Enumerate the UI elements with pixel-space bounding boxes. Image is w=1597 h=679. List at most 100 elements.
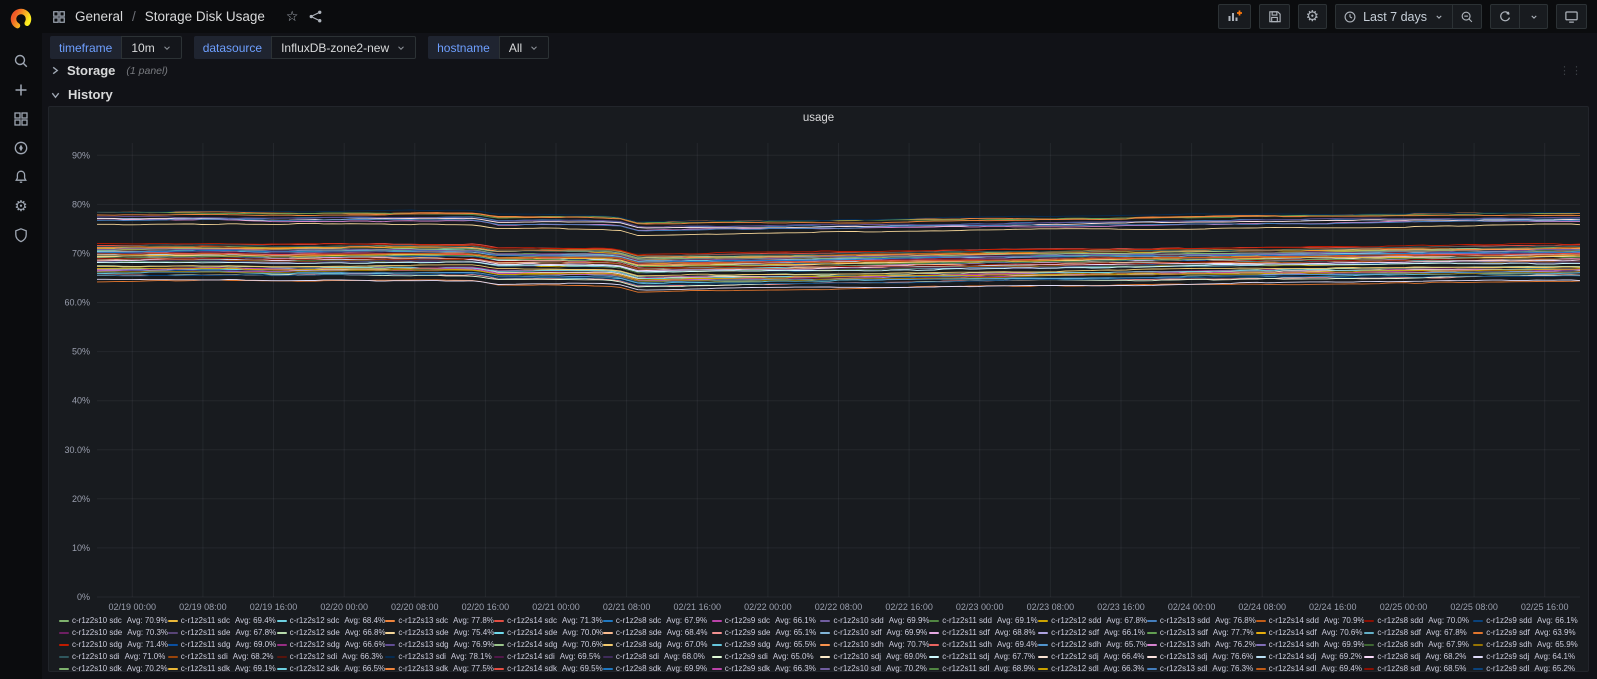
legend-item[interactable]: c-r1z2s12 sdj Avg: 66.4%	[1038, 652, 1147, 662]
legend-item[interactable]: c-r1z2s9 sdl Avg: 65.2%	[1473, 664, 1582, 674]
legend-item[interactable]: c-r1z2s10 sdg Avg: 71.4%	[59, 640, 168, 650]
legend-item[interactable]: c-r1z2s12 sdl Avg: 66.3%	[1038, 664, 1147, 674]
legend-item[interactable]: c-r1z2s10 sde Avg: 70.3%	[59, 628, 168, 638]
legend-item[interactable]: c-r1z2s8 sdk Avg: 69.9%	[602, 664, 712, 674]
legend-item[interactable]: c-r1z2s11 sdg Avg: 69.0%	[167, 640, 277, 650]
legend-item[interactable]: c-r1z2s13 sdg Avg: 76.9%	[385, 640, 494, 650]
legend-item[interactable]: c-r1z2s14 sdf Avg: 70.6%	[1255, 628, 1365, 638]
legend-item[interactable]: c-r1z2s14 sdk Avg: 69.5%	[494, 664, 603, 674]
legend-item[interactable]: c-r1z2s12 sdi Avg: 66.3%	[276, 652, 386, 662]
legend-item[interactable]: c-r1z2s8 sdc Avg: 67.9%	[602, 616, 712, 626]
legend-item[interactable]: c-r1z2s11 sdh Avg: 69.4%	[929, 640, 1038, 650]
legend-item[interactable]: c-r1z2s12 sdc Avg: 68.4%	[276, 616, 386, 626]
legend-series-color	[602, 667, 613, 671]
legend-item[interactable]: c-r1z2s8 sdd Avg: 70.0%	[1364, 616, 1473, 626]
legend-item[interactable]: c-r1z2s10 sdc Avg: 70.9%	[59, 616, 168, 626]
legend-item[interactable]: c-r1z2s9 sdg Avg: 65.5%	[711, 640, 821, 650]
legend-item[interactable]: c-r1z2s14 sdg Avg: 70.6%	[494, 640, 603, 650]
save-dashboard-button[interactable]	[1258, 4, 1290, 29]
refresh-interval-caret[interactable]	[1520, 4, 1548, 29]
legend-item[interactable]: c-r1z2s12 sdf Avg: 66.1%	[1038, 628, 1147, 638]
configuration-gear-icon[interactable]: ⚙	[14, 196, 28, 215]
legend-item[interactable]: c-r1z2s8 sdf Avg: 67.8%	[1364, 628, 1473, 638]
legend-item[interactable]: c-r1z2s11 sdc Avg: 69.4%	[167, 616, 277, 626]
share-icon[interactable]	[308, 9, 323, 24]
legend-item[interactable]: c-r1z2s13 sdc Avg: 77.8%	[385, 616, 494, 626]
variable-hostname-value[interactable]: All	[498, 36, 550, 59]
legend-item[interactable]: c-r1z2s9 sdk Avg: 66.3%	[711, 664, 821, 674]
legend-item[interactable]: c-r1z2s10 sdf Avg: 69.9%	[820, 628, 929, 638]
legend-item[interactable]: c-r1z2s10 sdk Avg: 70.2%	[59, 664, 168, 674]
legend-item[interactable]: c-r1z2s12 sde Avg: 66.8%	[276, 628, 385, 638]
zoom-out-button[interactable]	[1453, 4, 1482, 29]
legend-item[interactable]: c-r1z2s10 sdi Avg: 71.0%	[59, 652, 168, 662]
dashboards-icon[interactable]	[8, 108, 34, 130]
legend-item[interactable]: c-r1z2s9 sde Avg: 65.1%	[711, 628, 821, 638]
legend-series-avg: Avg: 70.0%	[562, 628, 603, 637]
legend-item[interactable]: c-r1z2s9 sdh Avg: 65.9%	[1473, 640, 1582, 650]
legend-item[interactable]: c-r1z2s9 sdd Avg: 66.1%	[1473, 616, 1582, 626]
legend-item[interactable]: c-r1z2s10 sdj Avg: 69.0%	[820, 652, 929, 662]
legend-item[interactable]: c-r1z2s14 sdh Avg: 69.9%	[1255, 640, 1364, 650]
legend-item[interactable]: c-r1z2s11 sdi Avg: 68.2%	[167, 652, 277, 662]
legend-item[interactable]: c-r1z2s13 sdk Avg: 77.5%	[385, 664, 494, 674]
row-drag-handle-icon[interactable]: ⋮⋮	[1559, 64, 1583, 77]
legend-item[interactable]: c-r1z2s9 sdf Avg: 63.9%	[1473, 628, 1582, 638]
grafana-logo[interactable]	[0, 0, 42, 38]
legend-item[interactable]: c-r1z2s14 sdj Avg: 69.2%	[1255, 652, 1365, 662]
cycle-view-mode-button[interactable]	[1556, 4, 1587, 29]
legend-item[interactable]: c-r1z2s13 sdh Avg: 76.2%	[1146, 640, 1256, 650]
legend-item[interactable]: c-r1z2s10 sdh Avg: 70.7%	[820, 640, 929, 650]
legend-item[interactable]: c-r1z2s14 sdc Avg: 71.3%	[494, 616, 603, 626]
row-storage[interactable]: Storage (1 panel)	[50, 63, 168, 78]
legend-item[interactable]: c-r1z2s13 sdj Avg: 76.6%	[1146, 652, 1256, 662]
legend-item[interactable]: c-r1z2s10 sdl Avg: 70.2%	[820, 664, 929, 674]
legend-item[interactable]: c-r1z2s8 sdj Avg: 68.2%	[1364, 652, 1473, 662]
add-panel-button[interactable]	[1217, 4, 1251, 29]
usage-chart[interactable]: 90% 80% 70% 60.0% 50% 40% 30.0% 20% 10% 0% 02/19 0…	[49, 129, 1588, 615]
legend-item[interactable]: c-r1z2s12 sdk Avg: 66.5%	[276, 664, 386, 674]
star-icon[interactable]: ☆	[285, 8, 299, 25]
legend-item[interactable]: c-r1z2s8 sdl Avg: 68.5%	[1364, 664, 1473, 674]
dashboard-settings-button[interactable]: ⚙	[1297, 4, 1328, 29]
server-admin-shield-icon[interactable]	[8, 224, 34, 246]
legend-item[interactable]: c-r1z2s9 sdj Avg: 64.1%	[1473, 652, 1582, 662]
legend-item[interactable]: c-r1z2s11 sdk Avg: 69.1%	[167, 664, 277, 674]
explore-compass-icon[interactable]	[8, 137, 34, 159]
legend-item[interactable]: c-r1z2s8 sdi Avg: 68.0%	[602, 652, 712, 662]
legend-item[interactable]: c-r1z2s13 sdl Avg: 76.3%	[1146, 664, 1256, 674]
legend-item[interactable]: c-r1z2s10 sdd Avg: 69.9%	[820, 616, 929, 626]
legend-item[interactable]: c-r1z2s11 sdf Avg: 68.8%	[929, 628, 1038, 638]
legend-item[interactable]: c-r1z2s13 sde Avg: 75.4%	[385, 628, 494, 638]
time-range-picker[interactable]: Last 7 days	[1335, 4, 1453, 29]
legend-item[interactable]: c-r1z2s8 sdh Avg: 67.9%	[1364, 640, 1473, 650]
legend-item[interactable]: c-r1z2s12 sdh Avg: 65.7%	[1038, 640, 1147, 650]
legend-item[interactable]: c-r1z2s12 sdd Avg: 67.8%	[1038, 616, 1147, 626]
legend-item[interactable]: c-r1z2s11 sdl Avg: 68.9%	[929, 664, 1038, 674]
legend-item[interactable]: c-r1z2s14 sdd Avg: 70.9%	[1255, 616, 1364, 626]
refresh-button[interactable]	[1490, 4, 1520, 29]
row-history[interactable]: History	[50, 87, 113, 102]
alerting-bell-icon[interactable]	[8, 166, 34, 188]
legend-item[interactable]: c-r1z2s14 sde Avg: 70.0%	[494, 628, 603, 638]
legend-item[interactable]: c-r1z2s11 sdj Avg: 67.7%	[929, 652, 1038, 662]
legend-item[interactable]: c-r1z2s13 sdd Avg: 76.8%	[1146, 616, 1256, 626]
legend-item[interactable]: c-r1z2s13 sdf Avg: 77.7%	[1146, 628, 1256, 638]
add-icon[interactable]	[8, 79, 34, 101]
legend-item[interactable]: c-r1z2s12 sdg Avg: 66.6%	[276, 640, 385, 650]
variable-datasource-value[interactable]: InfluxDB-zone2-new	[271, 36, 417, 59]
legend-item[interactable]: c-r1z2s14 sdi Avg: 69.5%	[494, 652, 603, 662]
panel-title[interactable]: usage	[802, 112, 835, 124]
legend-item[interactable]: c-r1z2s8 sdg Avg: 67.0%	[602, 640, 712, 650]
legend-item[interactable]: c-r1z2s14 sdl Avg: 69.4%	[1255, 664, 1365, 674]
variable-timeframe-value[interactable]: 10m	[121, 36, 182, 59]
search-icon[interactable]	[8, 50, 34, 72]
legend-item[interactable]: c-r1z2s9 sdc Avg: 66.1%	[711, 616, 821, 626]
breadcrumb-folder[interactable]: General	[75, 9, 124, 24]
legend-item[interactable]: c-r1z2s11 sdd Avg: 69.1%	[929, 616, 1038, 626]
breadcrumb-dashboard-title[interactable]: Storage Disk Usage	[144, 9, 265, 24]
legend-item[interactable]: c-r1z2s9 sdi Avg: 65.0%	[711, 652, 821, 662]
legend-item[interactable]: c-r1z2s13 sdi Avg: 78.1%	[385, 652, 494, 662]
legend-item[interactable]: c-r1z2s8 sde Avg: 68.4%	[602, 628, 712, 638]
legend-item[interactable]: c-r1z2s11 sde Avg: 67.8%	[167, 628, 277, 638]
